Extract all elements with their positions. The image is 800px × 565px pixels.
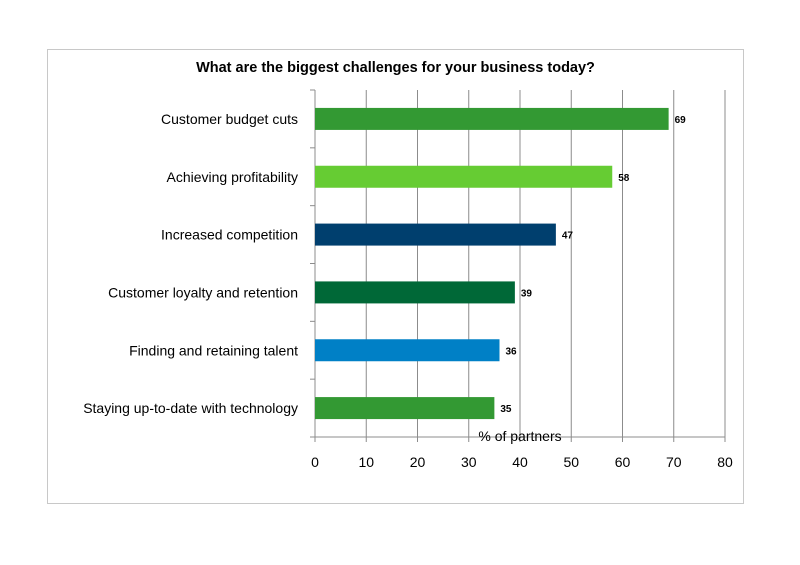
- data-label: 35: [500, 404, 512, 415]
- bar: [315, 107, 669, 130]
- x-tick-label: 60: [615, 454, 631, 470]
- category-label: Customer budget cuts: [161, 111, 298, 127]
- x-tick-label: 30: [461, 454, 477, 470]
- x-tick-label: 70: [666, 454, 682, 470]
- bar: [315, 165, 613, 188]
- x-tick-label: 40: [512, 454, 528, 470]
- category-label: Achieving profitability: [166, 169, 298, 185]
- category-label: Increased competition: [161, 227, 298, 243]
- data-label: 69: [675, 115, 687, 126]
- data-label: 39: [521, 288, 533, 299]
- category-label: Finding and retaining talent: [129, 342, 298, 358]
- bar: [315, 339, 500, 362]
- data-label: 47: [562, 231, 574, 242]
- x-tick-label: 0: [311, 454, 319, 470]
- bar: [315, 223, 556, 246]
- x-tick-label: 50: [563, 454, 579, 470]
- data-label: 36: [506, 346, 518, 357]
- chart-title: What are the biggest challenges for your…: [196, 60, 595, 76]
- data-label: 58: [618, 173, 630, 184]
- x-tick-label: 20: [410, 454, 426, 470]
- bar: [315, 397, 495, 420]
- category-label: Staying up-to-date with technology: [83, 400, 298, 416]
- x-tick-label: 10: [358, 454, 374, 470]
- bar: [315, 281, 515, 304]
- x-axis-label: % of partners: [478, 428, 562, 444]
- x-tick-label: 80: [717, 454, 733, 470]
- category-label: Customer loyalty and retention: [108, 284, 298, 300]
